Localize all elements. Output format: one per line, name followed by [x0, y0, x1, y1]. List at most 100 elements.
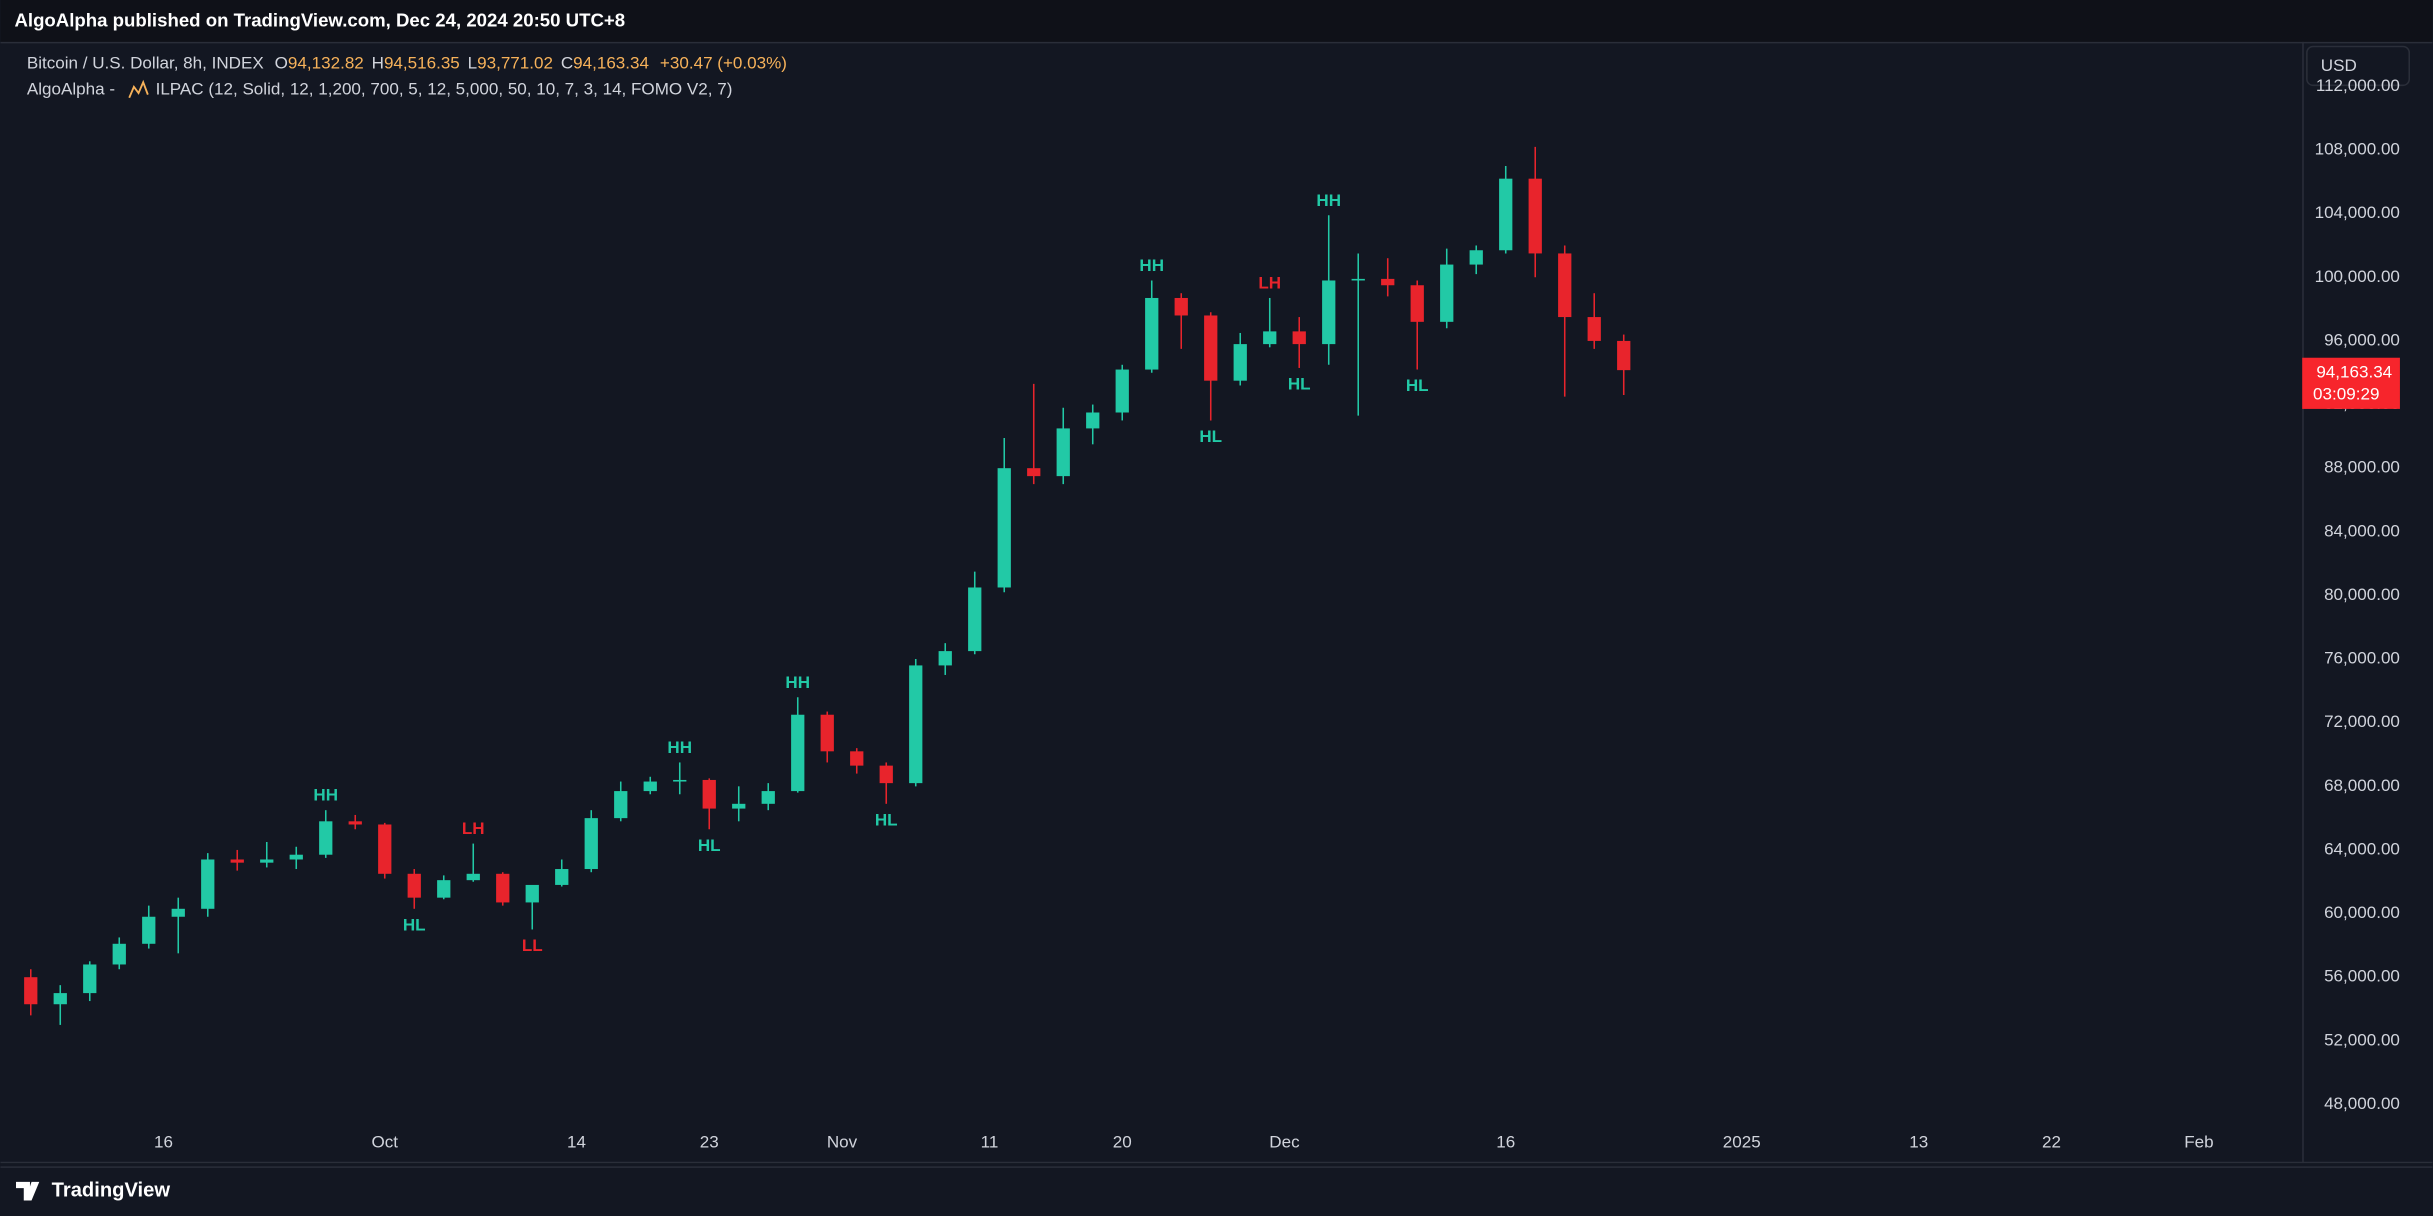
y-tick-label: 48,000.00 — [2324, 1094, 2400, 1113]
candle-body — [1056, 428, 1070, 477]
candle-body — [1086, 412, 1100, 429]
y-tick-label: 76,000.00 — [2324, 649, 2400, 668]
candle-body — [1617, 340, 1631, 371]
currency[interactable]: USD — [2321, 56, 2357, 75]
y-tick-label: 72,000.00 — [2324, 712, 2400, 731]
candle-body — [1115, 369, 1129, 413]
candle-body — [289, 854, 303, 860]
last-price: 94,163.34 — [2316, 363, 2392, 382]
ohlc-letter: C — [561, 53, 573, 72]
candle-body — [1351, 278, 1365, 281]
candle-body — [732, 803, 746, 809]
ohlc-letter: L — [468, 53, 477, 72]
candle-body — [378, 824, 392, 874]
pivot-label: HL — [1288, 375, 1311, 394]
ohlc-value: 94,163.34 — [573, 53, 649, 72]
candle-body — [83, 964, 97, 994]
symbol: Bitcoin / U.S. Dollar, 8h, INDEX — [27, 53, 264, 72]
candle-body — [407, 873, 421, 898]
candle-body — [879, 765, 893, 784]
candle-body — [555, 869, 569, 885]
brand-logo[interactable] — [16, 1181, 40, 1201]
last-price-box — [2302, 357, 2400, 409]
candle-body — [584, 818, 598, 870]
candle-body — [702, 779, 716, 809]
candle-body — [997, 468, 1011, 588]
y-tick-label: 96,000.00 — [2324, 330, 2400, 349]
indicator-author: AlgoAlpha - — [27, 79, 115, 98]
pivot-label: HL — [698, 836, 721, 855]
candle-body — [850, 751, 864, 766]
y-tick-label: 104,000.00 — [2315, 203, 2400, 222]
y-tick-label: 84,000.00 — [2324, 521, 2400, 540]
x-tick-label: 14 — [567, 1133, 586, 1152]
y-tick-label: 108,000.00 — [2315, 140, 2400, 159]
candle-body — [437, 880, 451, 898]
candle-body — [201, 859, 215, 909]
candle-body — [1145, 297, 1159, 370]
pivot-label: HL — [1406, 376, 1429, 395]
y-tick-label: 112,000.00 — [2316, 76, 2400, 95]
candle-body — [466, 873, 480, 881]
x-tick-label: Dec — [1269, 1133, 1300, 1152]
x-tick-label: 23 — [700, 1133, 719, 1152]
pivot-label: HL — [1199, 427, 1222, 446]
x-tick-label: 11 — [981, 1133, 999, 1152]
pivot-label: HH — [313, 786, 338, 805]
pivot-label: HH — [785, 673, 810, 692]
x-tick-label: Feb — [2184, 1133, 2213, 1152]
candle-body — [1469, 250, 1483, 265]
ohlc-value: 94,516.35 — [384, 53, 460, 72]
candle-body — [761, 791, 775, 804]
candle-body — [142, 916, 156, 944]
candle-body — [1587, 317, 1601, 341]
pivot-label: HL — [403, 915, 426, 934]
candle-body — [1558, 253, 1572, 318]
y-tick-label: 68,000.00 — [2324, 776, 2400, 795]
publisher: AlgoAlpha published on TradingView.com, … — [14, 10, 625, 31]
candle-body — [348, 821, 362, 825]
pivot-label: LL — [522, 936, 543, 955]
brand[interactable]: TradingView — [52, 1180, 171, 1202]
candle-body — [230, 859, 244, 863]
currency-button[interactable]: USD — [2306, 45, 2411, 87]
plot — [24, 146, 1631, 1025]
y-tick-label: 88,000.00 — [2324, 458, 2400, 477]
ohlc-letter: H — [372, 53, 384, 72]
candle-body — [496, 873, 510, 903]
candle-body — [1528, 178, 1542, 254]
indicator[interactable]: ILPAC (12, Solid, 12, 1,200, 700, 5, 12,… — [156, 79, 733, 98]
candle-body — [1440, 264, 1454, 322]
candle-body — [525, 884, 539, 903]
candle-body — [1322, 280, 1336, 345]
candle-body — [1292, 331, 1306, 345]
ohlc-letter: O — [275, 53, 288, 72]
change: +30.47 (+0.03%) — [660, 53, 787, 72]
pivot-label: HH — [667, 738, 692, 757]
x-tick-label: 2025 — [1723, 1133, 1761, 1152]
x-tick-label: 22 — [2042, 1133, 2061, 1152]
x-tick-label: 16 — [154, 1133, 173, 1152]
x-tick-label: 16 — [1496, 1133, 1515, 1152]
legend: Bitcoin / U.S. Dollar, 8h, INDEX O94,132… — [27, 53, 787, 72]
pivot-label: LH — [462, 819, 485, 838]
y-tick-label: 56,000.00 — [2324, 967, 2400, 986]
pivot-label: HH — [1316, 191, 1341, 210]
y-tick-label: 60,000.00 — [2324, 903, 2400, 922]
ohlc-value: 93,771.02 — [477, 53, 553, 72]
countdown: 03:09:29 — [2313, 384, 2379, 403]
candle-body — [1381, 278, 1395, 286]
button-box[interactable] — [2306, 45, 2411, 87]
x-tick-label: Nov — [827, 1133, 858, 1152]
candle-body — [791, 714, 805, 792]
candle-body — [1233, 344, 1247, 381]
candle-body — [614, 791, 628, 819]
candle-body — [1410, 285, 1424, 322]
candle-body — [112, 943, 126, 965]
candle-body — [938, 651, 952, 666]
candle-body — [820, 714, 834, 752]
top-bar — [0, 0, 2433, 42]
candle-body — [319, 821, 333, 855]
candle-body — [1263, 331, 1277, 345]
